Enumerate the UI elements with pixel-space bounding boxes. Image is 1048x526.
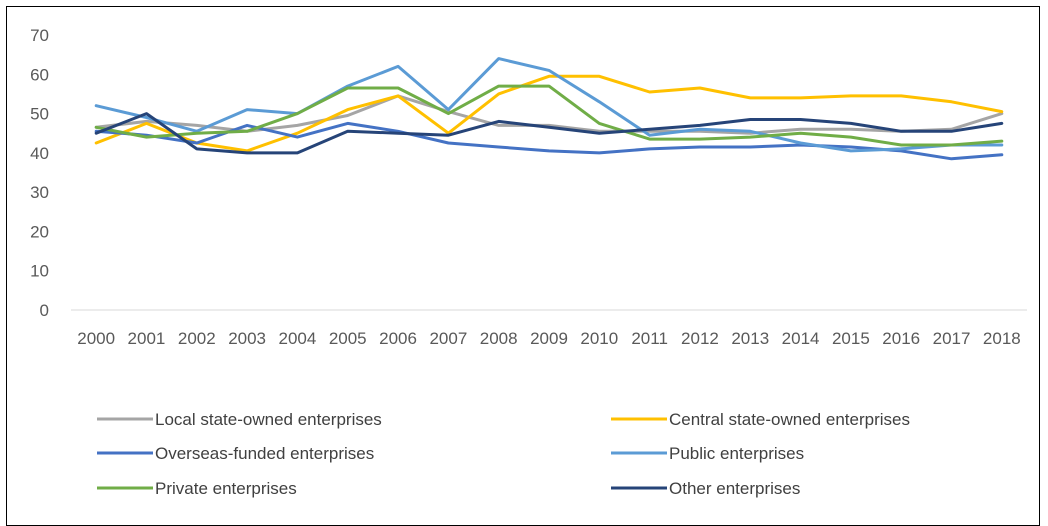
series-line-4: [94, 57, 1004, 153]
y-tick-label: 70: [30, 26, 49, 45]
x-tick-label: 2004: [279, 329, 317, 348]
x-tick-label: 2016: [882, 329, 920, 348]
legend: Local state-owned enterprises Central sta…: [97, 410, 910, 498]
x-tick-label: 2014: [782, 329, 820, 348]
line-chart: 0 10 20 30 40 50 60 70 2000 2001 2002 2003 2004 2005…: [30, 26, 1027, 498]
y-tick-label: 60: [30, 65, 49, 84]
legend-item: Overseas-funded enterprises: [97, 444, 374, 463]
legend-label: Central state-owned enterprises: [669, 410, 910, 429]
chart-frame: 0 10 20 30 40 50 60 70 2000 2001 2002 2003 2004 2005…: [6, 6, 1040, 526]
legend-label: Local state-owned enterprises: [155, 410, 382, 429]
series-layer: [94, 57, 1004, 161]
y-tick-label: 50: [30, 105, 49, 124]
x-tick-label: 2002: [178, 329, 216, 348]
y-tick-label: 30: [30, 183, 49, 202]
x-tick-label: 2001: [128, 329, 166, 348]
x-tick-label: 2008: [480, 329, 518, 348]
y-tick-label: 10: [30, 262, 49, 281]
x-tick-label: 2005: [329, 329, 367, 348]
series-line-3: [94, 121, 1004, 161]
x-axis: 2000 2001 2002 2003 2004 2005 2006 2007 2008 2009…: [71, 309, 1027, 348]
y-tick-label: 20: [30, 222, 49, 241]
legend-item: Other enterprises: [611, 479, 800, 498]
x-tick-label: 2015: [832, 329, 870, 348]
y-tick-label: 40: [30, 144, 49, 163]
legend-item: Local state-owned enterprises: [97, 410, 382, 429]
x-tick-label: 2011: [631, 329, 668, 348]
x-tick-label: 2017: [933, 329, 971, 348]
legend-label: Public enterprises: [669, 444, 804, 463]
legend-label: Private enterprises: [155, 479, 297, 498]
legend-item: Public enterprises: [611, 444, 804, 463]
x-tick-label: 2003: [228, 329, 266, 348]
x-tick-label: 2000: [77, 329, 115, 348]
series-line-6: [94, 112, 1004, 155]
x-tick-label: 2018: [983, 329, 1021, 348]
series-line-5: [94, 84, 1004, 147]
x-tick-label: 2013: [731, 329, 769, 348]
x-tick-label: 2007: [429, 329, 467, 348]
legend-item: Private enterprises: [97, 479, 297, 498]
legend-item: Central state-owned enterprises: [611, 410, 910, 429]
legend-label: Other enterprises: [669, 479, 800, 498]
x-tick-label: 2009: [530, 329, 568, 348]
x-tick-label: 2006: [379, 329, 417, 348]
legend-label: Overseas-funded enterprises: [155, 444, 374, 463]
y-tick-label: 0: [40, 301, 49, 320]
series-line-2: [94, 74, 1004, 153]
y-axis: 0 10 20 30 40 50 60 70: [30, 26, 49, 320]
x-tick-label: 2010: [580, 329, 618, 348]
x-tick-label: 2012: [681, 329, 719, 348]
